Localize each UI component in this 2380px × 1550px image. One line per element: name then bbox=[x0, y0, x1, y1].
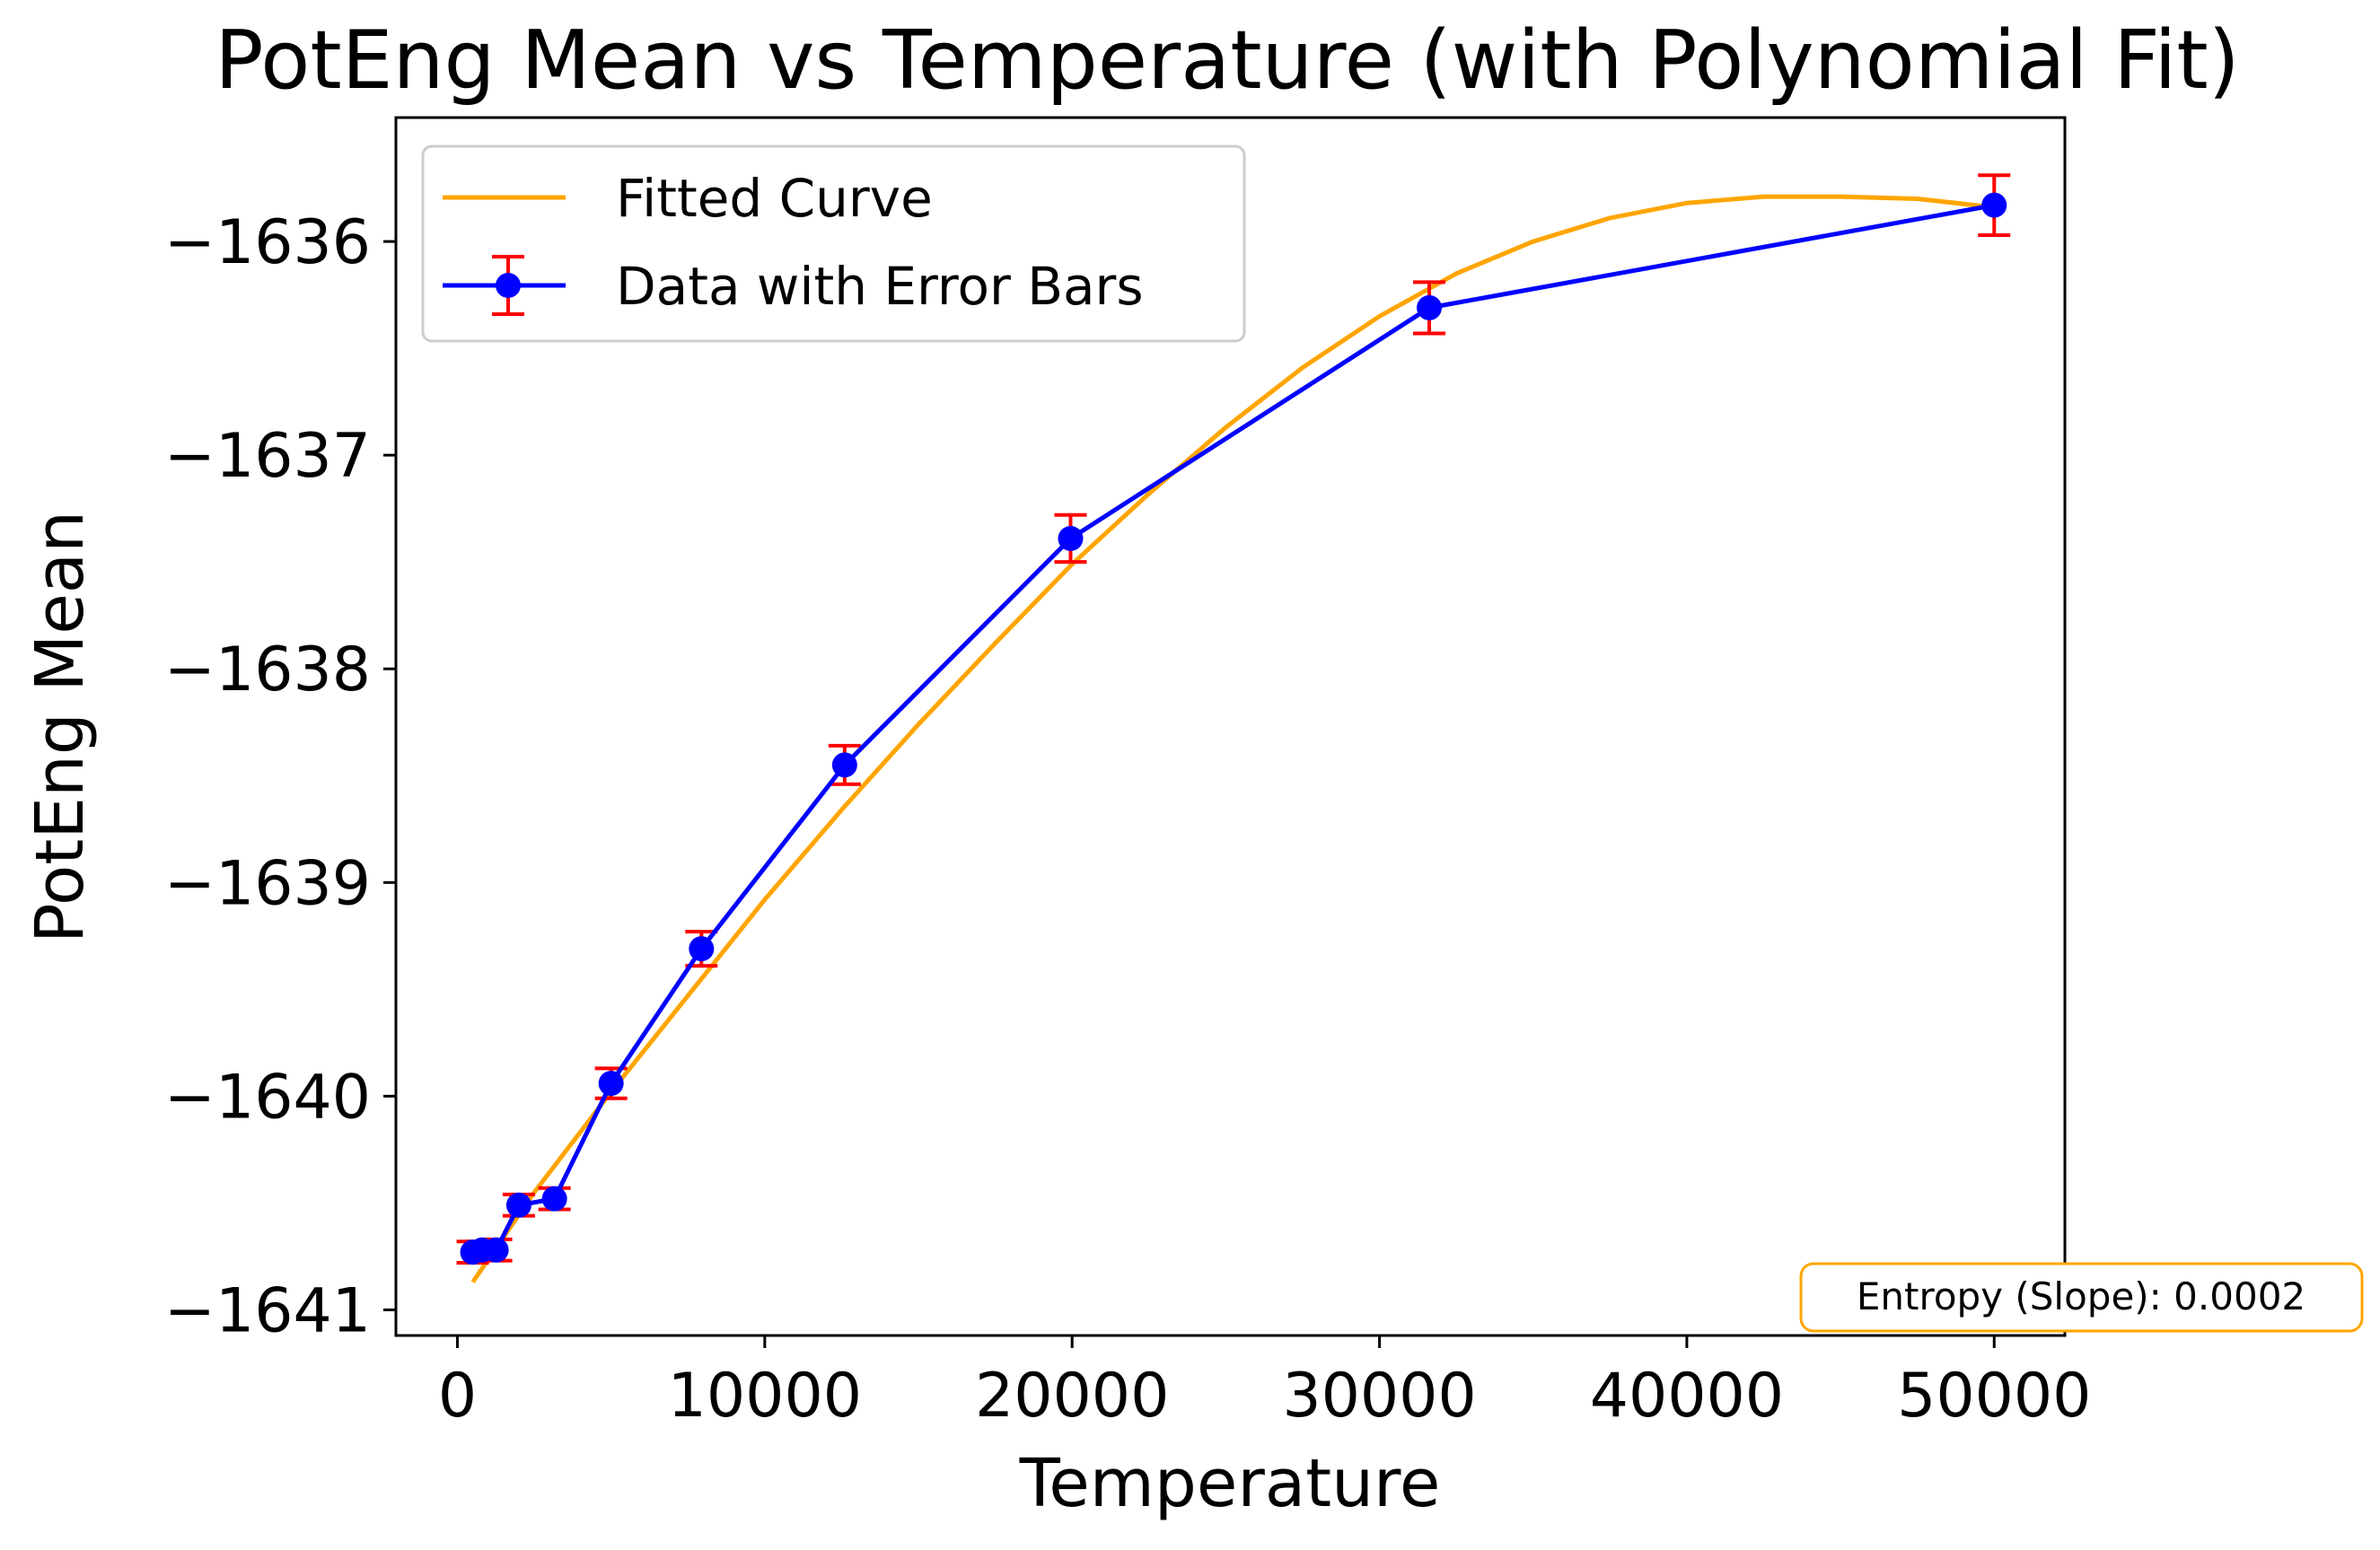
legend-data-label: Data with Error Bars bbox=[616, 256, 1144, 317]
y-axis-label: PotEng Mean bbox=[22, 511, 99, 943]
x-tick-label: 50000 bbox=[1897, 1361, 2091, 1432]
data-point bbox=[598, 1071, 624, 1097]
y-tick-label: −1641 bbox=[164, 1275, 371, 1346]
x-tick-label: 0 bbox=[438, 1361, 477, 1432]
x-tick-label: 20000 bbox=[975, 1361, 1169, 1432]
legend-fitted-curve-label: Fitted Curve bbox=[616, 168, 933, 229]
fitted-curve-line bbox=[470, 194, 1995, 1283]
x-tick-label: 40000 bbox=[1590, 1361, 1784, 1432]
x-tick-label: 30000 bbox=[1282, 1361, 1476, 1432]
y-tick-label: −1639 bbox=[164, 848, 371, 919]
legend-data-swatch bbox=[443, 255, 566, 316]
data-point bbox=[1058, 525, 1084, 551]
y-tick-label: −1636 bbox=[164, 207, 371, 278]
data-point bbox=[505, 1192, 531, 1218]
y-axis-ticks: −1641 −1640 −1639 −1638 −1637 −1636 bbox=[164, 207, 396, 1346]
data-point bbox=[831, 752, 857, 778]
x-axis-label: Temperature bbox=[1019, 1445, 1441, 1522]
data-point bbox=[689, 936, 715, 962]
x-axis-ticks: 0 10000 20000 30000 40000 50000 bbox=[438, 1335, 2091, 1432]
y-tick-label: −1637 bbox=[164, 421, 371, 492]
series-layer bbox=[456, 173, 2011, 1283]
data-point bbox=[541, 1186, 567, 1212]
x-tick-label: 10000 bbox=[668, 1361, 862, 1432]
y-tick-label: −1640 bbox=[164, 1062, 371, 1133]
legend-data-marker bbox=[496, 273, 521, 298]
annotation-box bbox=[1799, 1262, 2364, 1333]
data-point bbox=[1417, 294, 1443, 320]
chart-title: PotEng Mean vs Temperature (with Polynom… bbox=[215, 13, 2240, 108]
legend: Fitted Curve Data with Error Bars bbox=[421, 144, 1246, 343]
legend-frame bbox=[421, 144, 1246, 343]
data-point bbox=[1981, 192, 2007, 218]
data-point bbox=[483, 1237, 509, 1263]
plot-frame bbox=[394, 116, 2067, 1337]
annotation-text: Entropy (Slope): 0.0002 bbox=[1857, 1274, 2305, 1318]
y-tick-label: −1638 bbox=[164, 635, 371, 705]
entropy-annotation: Entropy (Slope): 0.0002 bbox=[1799, 1262, 2364, 1333]
